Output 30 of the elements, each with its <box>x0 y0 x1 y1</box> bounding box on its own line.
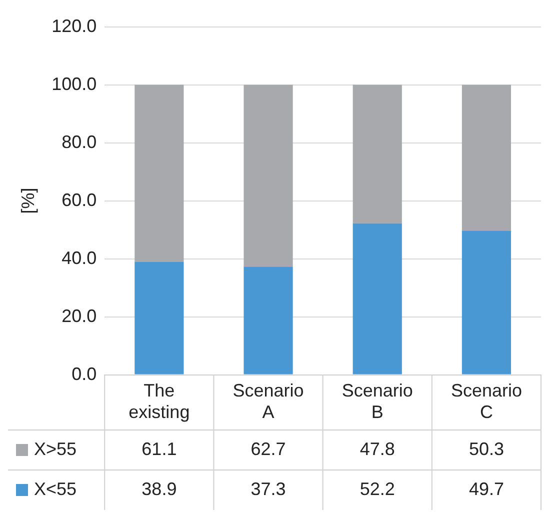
y-tick-label: 100.0 <box>52 74 97 94</box>
y-tick-label: 80.0 <box>62 132 97 152</box>
y-tick-label: 60.0 <box>62 190 97 210</box>
data-label: 47.8 <box>360 438 395 459</box>
legend-label: X<55 <box>34 478 77 499</box>
y-tick-label: 120.0 <box>52 16 97 36</box>
data-label: 37.3 <box>250 478 286 499</box>
y-axis-title: [%] <box>18 188 38 214</box>
y-tick-label: 40.0 <box>62 248 97 268</box>
bar <box>462 84 511 231</box>
x-tick-label: The existing <box>128 380 190 422</box>
bar <box>244 84 293 267</box>
data-label: 52.2 <box>360 478 395 499</box>
bar <box>352 223 402 374</box>
bar <box>244 266 293 374</box>
bar <box>134 84 184 262</box>
x-tick-label: Scenario C <box>450 380 522 422</box>
bar <box>352 84 402 224</box>
bar <box>462 230 511 374</box>
data-label: 62.7 <box>250 438 286 459</box>
x-tick-label: Scenario B <box>342 380 413 422</box>
y-tick-label: 20.0 <box>62 306 97 326</box>
legend-label: X>55 <box>34 438 77 459</box>
bar <box>134 262 184 374</box>
x-tick-label: Scenario A <box>232 380 304 422</box>
data-label: 49.7 <box>468 478 504 499</box>
data-label: 50.3 <box>468 438 504 459</box>
y-tick-label: 0.0 <box>72 364 97 384</box>
data-label: 38.9 <box>142 478 177 499</box>
data-label: 61.1 <box>142 438 177 459</box>
